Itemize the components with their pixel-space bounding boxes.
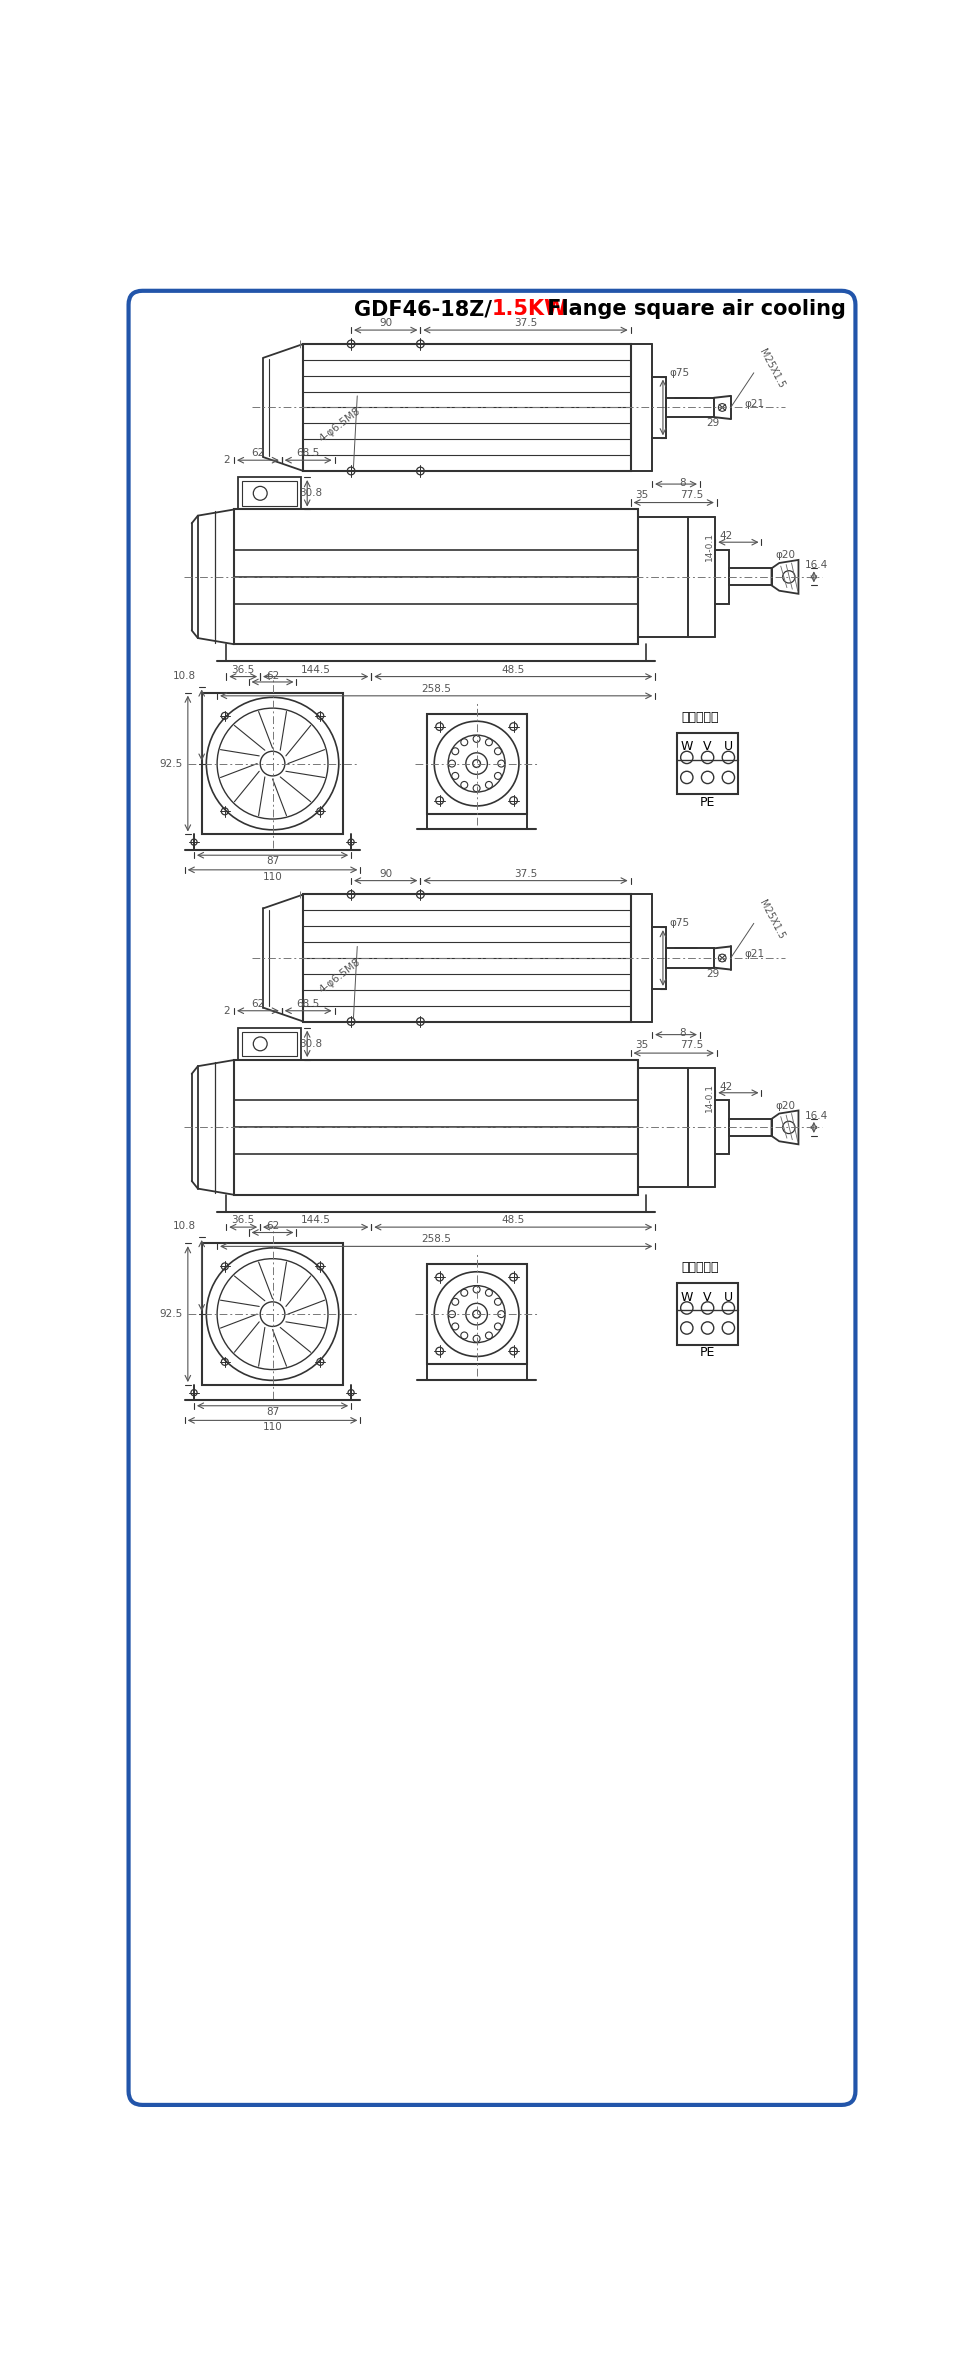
Text: 29: 29 bbox=[706, 968, 719, 980]
Text: GDF46-18Z/: GDF46-18Z/ bbox=[354, 299, 492, 320]
Bar bbox=[730, 569, 772, 586]
Text: 35: 35 bbox=[635, 491, 648, 500]
Text: φ21: φ21 bbox=[745, 949, 765, 958]
Text: φ75: φ75 bbox=[669, 368, 689, 377]
Bar bbox=[234, 510, 638, 645]
Bar bbox=[426, 714, 527, 814]
Text: 14-0.1: 14-0.1 bbox=[705, 1084, 713, 1112]
Bar bbox=[652, 927, 666, 989]
Text: 36.5: 36.5 bbox=[231, 1214, 254, 1226]
Text: φ75: φ75 bbox=[669, 918, 689, 927]
Text: 10.8: 10.8 bbox=[173, 1222, 196, 1231]
Text: 258.5: 258.5 bbox=[421, 1233, 451, 1245]
Text: 68.5: 68.5 bbox=[297, 448, 320, 458]
Bar bbox=[677, 733, 738, 795]
Text: φ20: φ20 bbox=[776, 550, 795, 560]
Text: 62: 62 bbox=[252, 999, 265, 1008]
Text: 16.4: 16.4 bbox=[804, 560, 828, 569]
Text: 29: 29 bbox=[706, 417, 719, 429]
Text: 87: 87 bbox=[266, 856, 279, 866]
Bar bbox=[238, 1027, 301, 1060]
Bar bbox=[715, 1101, 730, 1155]
Text: 42: 42 bbox=[719, 531, 732, 541]
Text: 144.5: 144.5 bbox=[300, 664, 330, 674]
Bar bbox=[652, 377, 666, 439]
Text: 37.5: 37.5 bbox=[514, 318, 538, 327]
Text: 8: 8 bbox=[680, 477, 686, 489]
Bar bbox=[234, 1060, 638, 1195]
Text: 2: 2 bbox=[223, 455, 229, 465]
Bar bbox=[638, 517, 688, 636]
Text: 30.8: 30.8 bbox=[299, 1039, 322, 1048]
Text: 258.5: 258.5 bbox=[421, 683, 451, 695]
FancyBboxPatch shape bbox=[129, 292, 855, 2104]
Text: 62: 62 bbox=[266, 1222, 279, 1231]
Text: 16.4: 16.4 bbox=[804, 1110, 828, 1122]
Text: 4-φ6.5M8: 4-φ6.5M8 bbox=[318, 956, 363, 994]
Text: 110: 110 bbox=[263, 1423, 282, 1433]
Text: 2: 2 bbox=[223, 1006, 229, 1015]
Text: 36.5: 36.5 bbox=[231, 664, 254, 674]
Text: U: U bbox=[724, 740, 732, 754]
Text: 62: 62 bbox=[266, 671, 279, 681]
Text: PE: PE bbox=[700, 1347, 715, 1359]
Text: 4-φ6.5M8: 4-φ6.5M8 bbox=[318, 406, 363, 444]
Text: 48.5: 48.5 bbox=[502, 664, 525, 674]
Text: 62: 62 bbox=[252, 448, 265, 458]
Bar bbox=[202, 693, 344, 835]
Bar bbox=[238, 477, 301, 510]
Bar bbox=[730, 1120, 772, 1136]
Bar bbox=[202, 1243, 344, 1385]
Bar bbox=[715, 550, 730, 605]
Text: W: W bbox=[681, 740, 693, 754]
Bar bbox=[677, 1283, 738, 1345]
Text: U: U bbox=[724, 1290, 732, 1305]
Text: 92.5: 92.5 bbox=[159, 1309, 182, 1319]
Text: 30.8: 30.8 bbox=[299, 489, 322, 498]
Text: 35: 35 bbox=[635, 1041, 648, 1051]
Text: 接线说明图: 接线说明图 bbox=[682, 1262, 719, 1274]
Text: Flange square air cooling: Flange square air cooling bbox=[540, 299, 846, 320]
Bar bbox=[242, 1032, 298, 1056]
Bar bbox=[638, 1067, 688, 1186]
Bar bbox=[666, 398, 713, 417]
Text: W: W bbox=[681, 1290, 693, 1305]
Text: 42: 42 bbox=[719, 1082, 732, 1091]
Text: PE: PE bbox=[700, 795, 715, 809]
Text: 87: 87 bbox=[266, 1407, 279, 1416]
Text: 8: 8 bbox=[680, 1027, 686, 1039]
Text: M25X1.5: M25X1.5 bbox=[757, 899, 786, 942]
Text: 77.5: 77.5 bbox=[681, 1041, 704, 1051]
Text: V: V bbox=[704, 740, 712, 754]
Bar bbox=[303, 344, 631, 472]
Text: 144.5: 144.5 bbox=[300, 1214, 330, 1226]
Text: 37.5: 37.5 bbox=[514, 868, 538, 878]
Text: 68.5: 68.5 bbox=[297, 999, 320, 1008]
Text: 接线说明图: 接线说明图 bbox=[682, 712, 719, 723]
Text: M25X1.5: M25X1.5 bbox=[757, 349, 786, 391]
Text: 10.8: 10.8 bbox=[173, 671, 196, 681]
Bar bbox=[666, 949, 713, 968]
Text: 48.5: 48.5 bbox=[502, 1214, 525, 1226]
Text: φ21: φ21 bbox=[745, 398, 765, 408]
Text: V: V bbox=[704, 1290, 712, 1305]
Text: 90: 90 bbox=[379, 318, 393, 327]
Text: 110: 110 bbox=[263, 873, 282, 882]
Text: 92.5: 92.5 bbox=[159, 759, 182, 769]
Text: 90: 90 bbox=[379, 868, 393, 878]
Text: φ20: φ20 bbox=[776, 1101, 795, 1110]
Text: 77.5: 77.5 bbox=[681, 491, 704, 500]
Text: 14-0.1: 14-0.1 bbox=[705, 531, 713, 562]
Text: 1.5KW: 1.5KW bbox=[492, 299, 568, 320]
Bar bbox=[303, 894, 631, 1022]
Bar bbox=[426, 1264, 527, 1364]
Bar bbox=[242, 482, 298, 505]
